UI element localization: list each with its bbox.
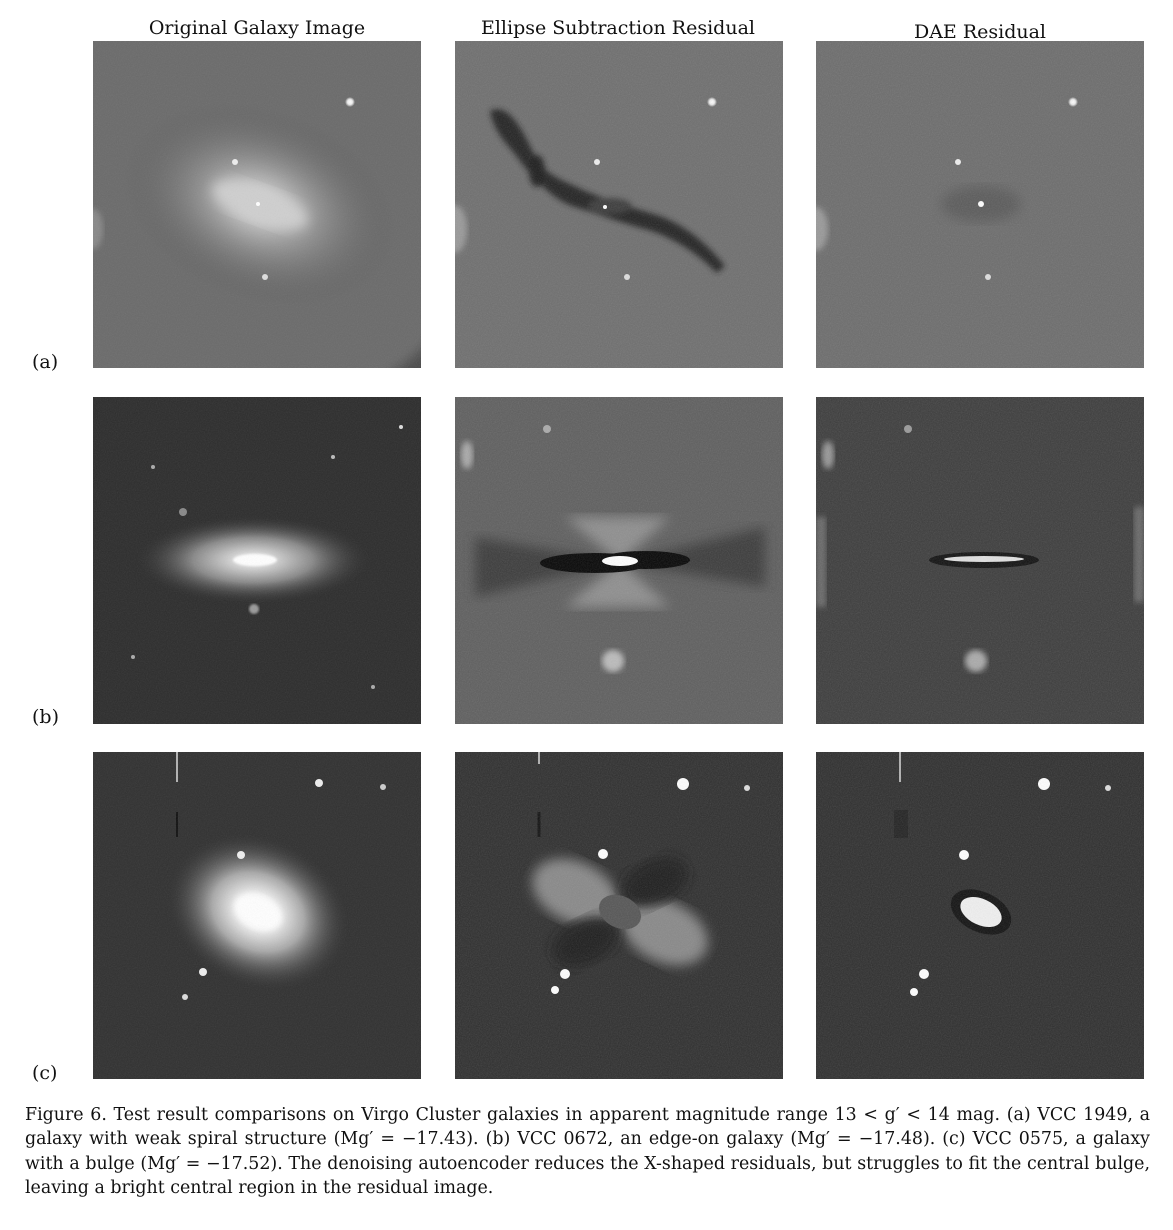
panel-b-original: [93, 397, 421, 724]
figure-caption: Figure 6. Test result comparisons on Vir…: [25, 1103, 1150, 1201]
panel-a-dae-residual: [816, 41, 1144, 368]
row-label-a: (a): [32, 351, 59, 373]
caption-label: Figure 6.: [25, 1105, 107, 1125]
panel-c-dae-residual: [816, 752, 1144, 1079]
row-label-c: (c): [32, 1062, 58, 1084]
caption-text: Test result comparisons on Virgo Cluster…: [25, 1105, 1150, 1199]
panel-b-ellipse-residual: [455, 397, 783, 724]
panel-c-original: [93, 752, 421, 1079]
row-label-b: (b): [32, 706, 59, 728]
panel-a-ellipse-residual: [455, 41, 783, 368]
column-title-ellipse-residual: Ellipse Subtraction Residual: [480, 17, 755, 39]
column-title-dae-residual: DAE Residual: [913, 21, 1047, 43]
column-title-original: Original Galaxy Image: [148, 17, 366, 39]
panel-a-original: [93, 41, 421, 368]
panel-c-ellipse-residual: [455, 752, 783, 1079]
panel-b-dae-residual: [816, 397, 1144, 724]
